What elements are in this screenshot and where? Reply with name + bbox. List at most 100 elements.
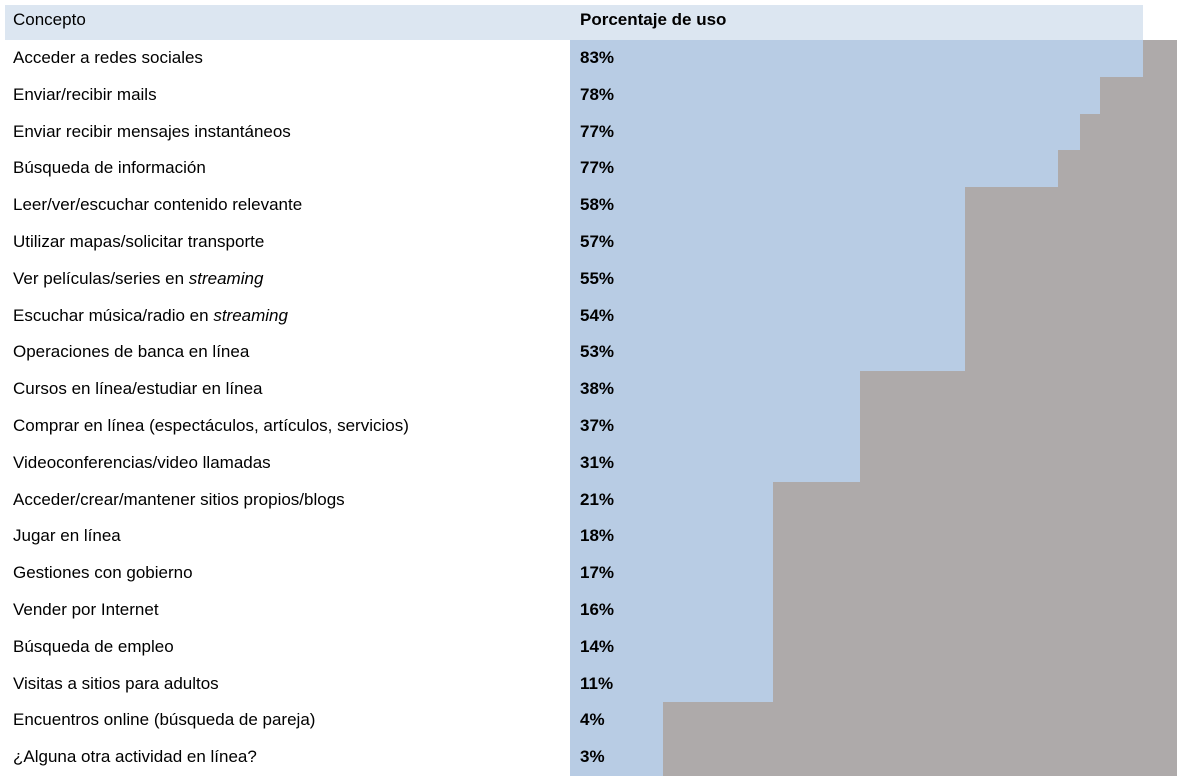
header-cell: Concepto	[13, 10, 86, 29]
percent-cell: 21%	[580, 489, 615, 509]
concept-cell: Gestiones con gobierno	[13, 563, 193, 583]
row-shade	[1058, 150, 1177, 188]
row-band	[570, 113, 1080, 151]
row-band	[570, 444, 860, 482]
concept-cell: Comprar en línea (espectáculos, artículo…	[13, 416, 409, 435]
concept-cell: ¿Alguna otra actividad en línea?	[13, 747, 257, 767]
table-row: Comprar en línea (espectáculos, artículo…	[0, 408, 1177, 445]
row-shade	[663, 739, 1177, 776]
row-band	[570, 739, 663, 776]
row-shade	[860, 408, 1177, 445]
percent-cell: 31%	[580, 452, 615, 472]
concept-cell: Ver películas/series en streaming	[13, 268, 264, 288]
table-row: Jugar en línea 18%	[0, 518, 1177, 556]
percent-cell: 3%	[580, 747, 605, 767]
concept-cell: Jugar en línea	[13, 526, 121, 546]
row-shade	[965, 260, 1177, 298]
row-band	[570, 408, 860, 445]
row-shade	[773, 518, 1177, 556]
table-row: Búsqueda de información 77%	[0, 150, 1177, 188]
concept-cell: Enviar/recibir mails	[13, 84, 157, 104]
concept-cell: Búsqueda de empleo	[13, 636, 174, 656]
row-band	[570, 592, 773, 629]
row-shade	[773, 665, 1177, 703]
row-shade	[860, 371, 1177, 408]
table-row: Enviar/recibir mails 78%	[0, 76, 1177, 114]
row-band	[570, 371, 860, 408]
percent-cell: 77%	[580, 121, 615, 141]
table-row: Escuchar música/radio en streaming 54%	[0, 297, 1177, 335]
concept-cell: Búsqueda de información	[13, 158, 206, 178]
table-row: ¿Alguna otra actividad en línea? 3%	[0, 739, 1177, 776]
concept-cell: Enviar recibir mensajes instantáneos	[13, 121, 291, 141]
row-shade	[965, 334, 1177, 372]
table-row: Visitas a sitios para adultos 11%	[0, 665, 1177, 703]
concept-cell: Acceder a redes sociales	[13, 48, 203, 67]
concept-cell: Acceder/crear/mantener sitios propios/bl…	[13, 489, 345, 509]
row-shade	[965, 187, 1177, 224]
row-band	[570, 150, 1058, 188]
row-band	[570, 334, 965, 372]
row-shade	[773, 481, 1177, 519]
percent-cell: 78%	[580, 84, 615, 104]
row-band	[570, 40, 1143, 77]
table-row: Utilizar mapas/solicitar transporte 57%	[0, 224, 1177, 261]
table-row: Vender por Internet 16%	[0, 592, 1177, 629]
row-shade	[1143, 40, 1177, 77]
percent-cell: 55%	[580, 268, 615, 288]
row-band	[570, 260, 965, 298]
row-band	[570, 628, 773, 666]
row-shade	[1100, 76, 1177, 114]
percent-cell: 18%	[580, 526, 615, 546]
table-row: Búsqueda de empleo 14%	[0, 628, 1177, 666]
row-band	[570, 665, 773, 703]
table-row: Encuentros online (búsqueda de pareja) 4%	[0, 702, 1177, 740]
percent-cell: 16%	[580, 600, 615, 619]
header-row: Concepto Porcentaje de uso	[5, 5, 1143, 40]
row-shade	[773, 628, 1177, 666]
row-band	[570, 481, 773, 519]
row-band	[570, 555, 773, 592]
row-shade	[773, 555, 1177, 592]
table-row: Operaciones de banca en línea 53%	[0, 334, 1177, 372]
row-shade	[773, 592, 1177, 629]
percent-cell: 11%	[580, 673, 614, 693]
row-shade	[663, 702, 1177, 740]
row-band	[570, 224, 965, 261]
row-band	[570, 187, 965, 224]
table-row: Cursos en línea/estudiar en línea 38%	[0, 371, 1177, 408]
table-row: Gestiones con gobierno 17%	[0, 555, 1177, 592]
concept-cell: Utilizar mapas/solicitar transporte	[13, 232, 265, 251]
table-row: Acceder/crear/mantener sitios propios/bl…	[0, 481, 1177, 519]
row-band	[570, 702, 663, 740]
percent-cell: 54%	[580, 305, 615, 325]
percent-cell: 57%	[580, 232, 615, 251]
percent-cell: 4%	[580, 710, 605, 730]
row-band	[570, 76, 1100, 114]
percent-cell: 38%	[580, 379, 615, 399]
row-band	[570, 518, 773, 556]
percent-cell: 58%	[580, 195, 615, 215]
concept-cell: Cursos en línea/estudiar en línea	[13, 379, 263, 399]
concept-cell: Encuentros online (búsqueda de pareja)	[13, 710, 316, 730]
percent-cell: 37%	[580, 416, 615, 435]
row-band	[570, 297, 965, 335]
concept-cell: Leer/ver/escuchar contenido relevante	[13, 195, 303, 215]
row-shade	[860, 444, 1177, 482]
percent-cell: 53%	[580, 342, 615, 362]
concept-cell: Videoconferencias/video llamadas	[13, 452, 271, 472]
percent-cell: 83%	[580, 48, 615, 67]
concept-cell: Visitas a sitios para adultos	[13, 673, 219, 693]
row-shade	[965, 224, 1177, 261]
concept-cell: Operaciones de banca en línea	[13, 342, 250, 362]
concept-cell: Vender por Internet	[13, 600, 159, 619]
concept-cell: Escuchar música/radio en streaming	[13, 305, 288, 325]
percent-cell: 14%	[580, 636, 615, 656]
row-shade	[1080, 113, 1177, 151]
table-row: Acceder a redes sociales 83%	[0, 40, 1177, 77]
percent-cell: 17%	[580, 563, 615, 583]
table-row: Ver películas/series en streaming 55%	[0, 260, 1177, 298]
row-shade	[965, 297, 1177, 335]
header-cell: Porcentaje de uso	[580, 10, 727, 29]
